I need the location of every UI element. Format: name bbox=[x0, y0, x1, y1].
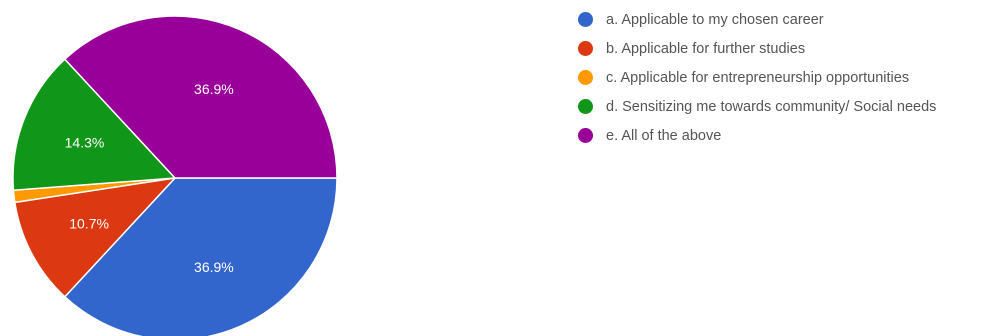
legend-label: c. Applicable for entrepreneurship oppor… bbox=[606, 70, 910, 86]
legend-item-a: a. Applicable to my chosen career bbox=[578, 10, 978, 31]
data-label-d: 14.3% bbox=[65, 135, 105, 151]
pie-data-labels: 36.9% 10.7% 14.3% 36.9% bbox=[65, 81, 234, 275]
data-label-a: 36.9% bbox=[194, 259, 234, 275]
legend-swatch-icon bbox=[578, 41, 593, 56]
pie-slice-b bbox=[13, 176, 178, 298]
legend-swatch-icon bbox=[578, 128, 593, 143]
pie-slices bbox=[12, 15, 338, 336]
pie-slice-e bbox=[63, 15, 338, 179]
pie-chart: 36.9% 10.7% 14.3% 36.9% bbox=[12, 15, 338, 336]
pie-slice-a bbox=[63, 177, 338, 336]
legend-swatch-icon bbox=[578, 12, 593, 27]
data-label-b: 10.7% bbox=[69, 216, 109, 232]
legend-item-c: c. Applicable for entrepreneurship oppor… bbox=[578, 68, 978, 89]
legend-swatch-icon bbox=[578, 70, 593, 85]
data-label-e: 36.9% bbox=[194, 81, 234, 97]
legend-label: e. All of the above bbox=[606, 128, 722, 144]
legend-item-d: d. Sensitizing me towards community/ Soc… bbox=[578, 97, 978, 118]
legend-item-b: b. Applicable for further studies bbox=[578, 39, 978, 60]
legend-label: a. Applicable to my chosen career bbox=[606, 12, 824, 28]
chart-legend: a. Applicable to my chosen career b. Appl… bbox=[578, 10, 978, 155]
legend-label: b. Applicable for further studies bbox=[606, 41, 806, 57]
legend-item-e: e. All of the above bbox=[578, 126, 978, 147]
legend-swatch-icon bbox=[578, 99, 593, 114]
pie-slice-d bbox=[12, 58, 177, 192]
legend-label: d. Sensitizing me towards community/ Soc… bbox=[606, 99, 937, 115]
